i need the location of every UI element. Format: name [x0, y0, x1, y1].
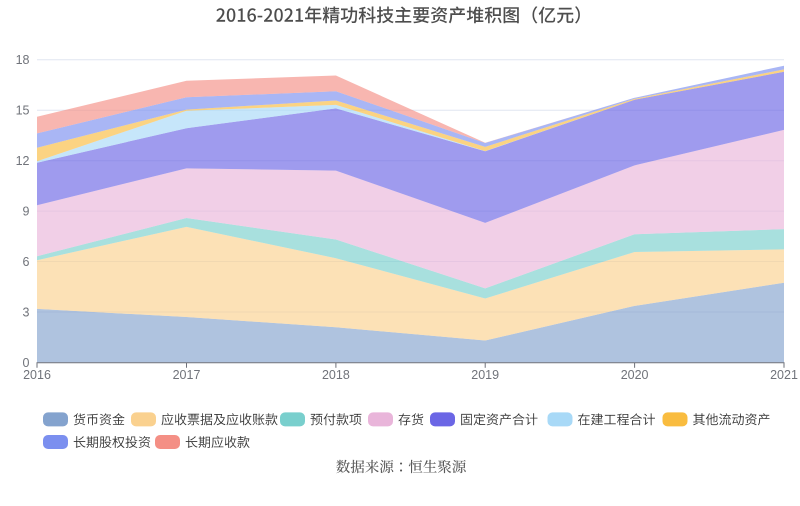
svg-text:2019: 2019	[471, 368, 499, 382]
svg-text:2021: 2021	[770, 368, 798, 382]
svg-text:2018: 2018	[322, 368, 350, 382]
svg-text:18: 18	[16, 53, 30, 67]
svg-text:6: 6	[23, 255, 30, 269]
svg-text:9: 9	[23, 205, 30, 219]
svg-text:12: 12	[16, 154, 30, 168]
svg-text:2016: 2016	[23, 368, 51, 382]
svg-text:3: 3	[23, 305, 30, 319]
svg-text:15: 15	[16, 104, 30, 118]
svg-text:0: 0	[23, 356, 30, 370]
svg-text:2017: 2017	[173, 368, 201, 382]
svg-text:2020: 2020	[621, 368, 649, 382]
